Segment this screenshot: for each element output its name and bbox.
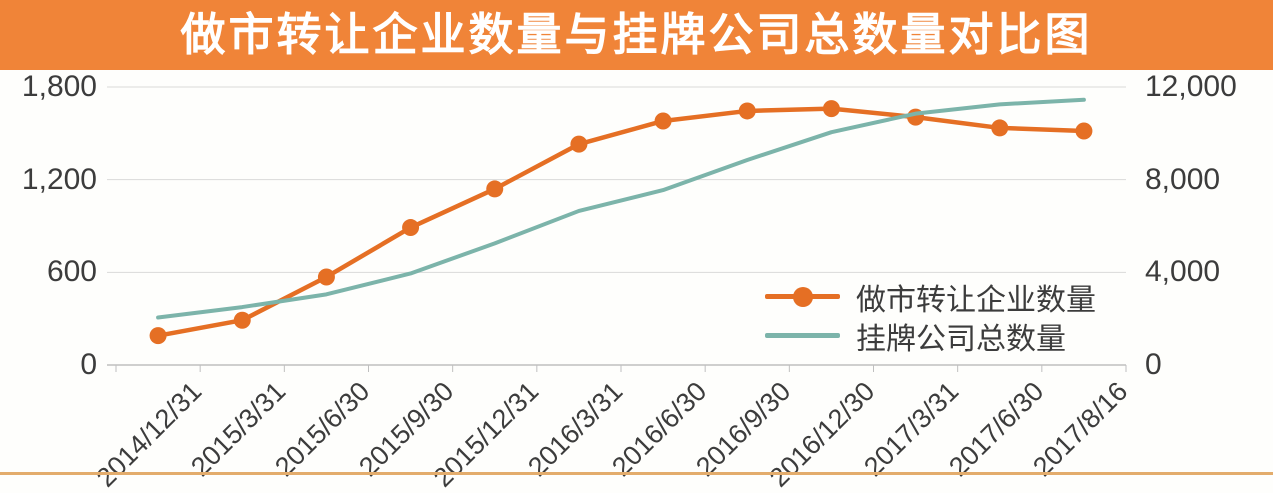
data-point-marker (233, 311, 251, 329)
data-point-marker (149, 327, 167, 345)
series-line-2 (156, 97, 1086, 320)
data-point-marker (991, 119, 1009, 137)
legend-line-series1-icon (765, 286, 840, 307)
title-banner: 做市转让企业数量与挂牌公司总数量对比图 (0, 0, 1273, 70)
data-point-marker (570, 135, 588, 153)
legend-line-series2-icon (765, 333, 840, 338)
legend-item-series1: 做市转让企业数量 (765, 277, 1096, 317)
legend: 做市转让企业数量 挂牌公司总数量 (765, 277, 1096, 356)
right-axis-tick-label: 0 (1145, 348, 1162, 381)
data-point-marker (654, 112, 672, 130)
legend-marker-dot-icon (792, 286, 813, 307)
chart-plot (107, 86, 1127, 372)
left-axis-tick-label: 0 (80, 348, 97, 381)
data-point-marker (738, 102, 756, 120)
right-axis-tick-label: 8,000 (1145, 162, 1221, 196)
series-line-1 (155, 106, 1087, 338)
right-axis-tick-label: 4,000 (1145, 255, 1221, 289)
left-axis-tick-label: 1,800 (21, 70, 97, 103)
chart-title: 做市转让企业数量与挂牌公司总数量对比图 (180, 9, 1093, 60)
right-axis-tick-label: 12,000 (1145, 70, 1237, 103)
data-point-marker (402, 219, 420, 237)
legend-label-series2: 挂牌公司总数量 (856, 322, 1066, 356)
bottom-divider (0, 472, 1273, 475)
data-point-marker (822, 100, 840, 118)
legend-label-series1: 做市转让企业数量 (856, 283, 1096, 317)
left-axis-tick-label: 1,200 (21, 162, 97, 196)
chart-area: 0 600 1,200 1,800 0 4,000 8,000 12,000 2014/12… (21, 70, 1237, 493)
data-point-marker (486, 180, 504, 198)
data-point-marker (1075, 122, 1093, 140)
left-axis-tick-label: 600 (46, 255, 97, 289)
legend-item-series2: 挂牌公司总数量 (765, 316, 1096, 356)
data-point-marker (317, 268, 335, 286)
